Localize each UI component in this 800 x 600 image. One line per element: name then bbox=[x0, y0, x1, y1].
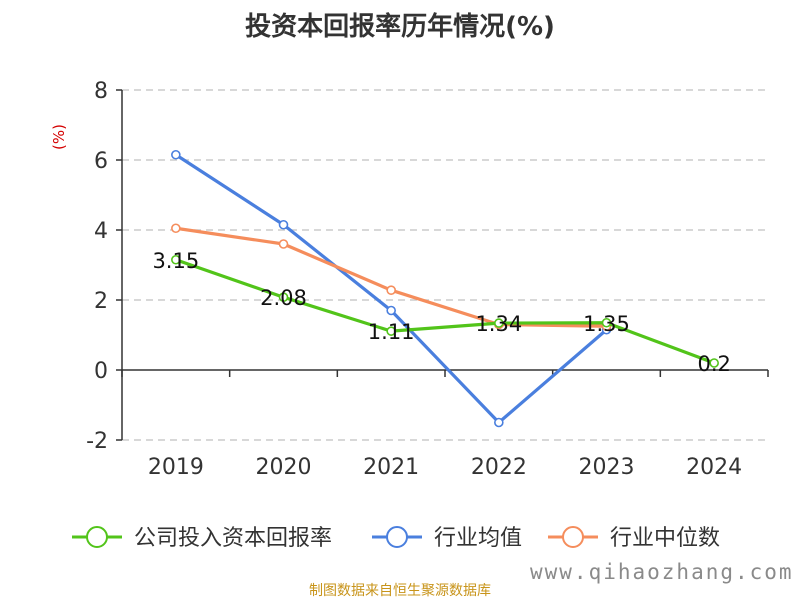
data-point bbox=[171, 254, 181, 265]
watermark-text: www.qihaozhang.com bbox=[530, 560, 794, 584]
data-point bbox=[494, 417, 504, 428]
y-tick-label: -2 bbox=[86, 429, 108, 454]
y-tick-label: 2 bbox=[94, 289, 108, 314]
data-label: 3.15 bbox=[152, 249, 199, 273]
data-point bbox=[171, 223, 181, 234]
series-line-0 bbox=[175, 258, 715, 365]
data-point bbox=[386, 285, 396, 296]
data-point bbox=[278, 239, 289, 249]
y-tick-label: 0 bbox=[94, 359, 108, 384]
data-point bbox=[386, 305, 396, 316]
legend-marker bbox=[562, 526, 584, 548]
legend-label: 公司投入资本回报率 bbox=[134, 526, 332, 551]
legend-label: 行业均值 bbox=[434, 526, 522, 551]
data-label: 2.08 bbox=[260, 286, 307, 310]
x-tick-label: 2024 bbox=[686, 455, 742, 480]
data-label: 1.35 bbox=[583, 312, 630, 336]
data-point bbox=[278, 292, 289, 303]
data-point bbox=[171, 149, 181, 160]
data-label: 0.2 bbox=[697, 352, 730, 376]
legend-marker bbox=[86, 526, 108, 548]
data-point bbox=[386, 326, 396, 336]
x-tick-label: 2020 bbox=[256, 455, 312, 480]
y-tick-label: 6 bbox=[94, 149, 108, 174]
data-source-caption: 制图数据来自恒生聚源数据库 bbox=[309, 583, 491, 599]
x-tick-label: 2023 bbox=[579, 455, 635, 480]
data-point bbox=[494, 318, 504, 328]
legend-marker bbox=[386, 526, 408, 548]
x-tick-label: 2021 bbox=[363, 455, 419, 480]
y-tick-label: 4 bbox=[94, 219, 108, 244]
data-label: 1.34 bbox=[475, 312, 522, 336]
chart-title: 投资本回报率历年情况(%) bbox=[245, 12, 555, 42]
x-tick-label: 2022 bbox=[471, 455, 527, 480]
data-point bbox=[601, 317, 612, 328]
data-point bbox=[709, 358, 719, 368]
legend-label: 行业中位数 bbox=[610, 526, 720, 551]
data-point bbox=[278, 219, 289, 230]
x-tick-label: 2019 bbox=[148, 455, 204, 480]
y-tick-label: 8 bbox=[94, 79, 108, 104]
data-label: 1.11 bbox=[368, 320, 415, 344]
